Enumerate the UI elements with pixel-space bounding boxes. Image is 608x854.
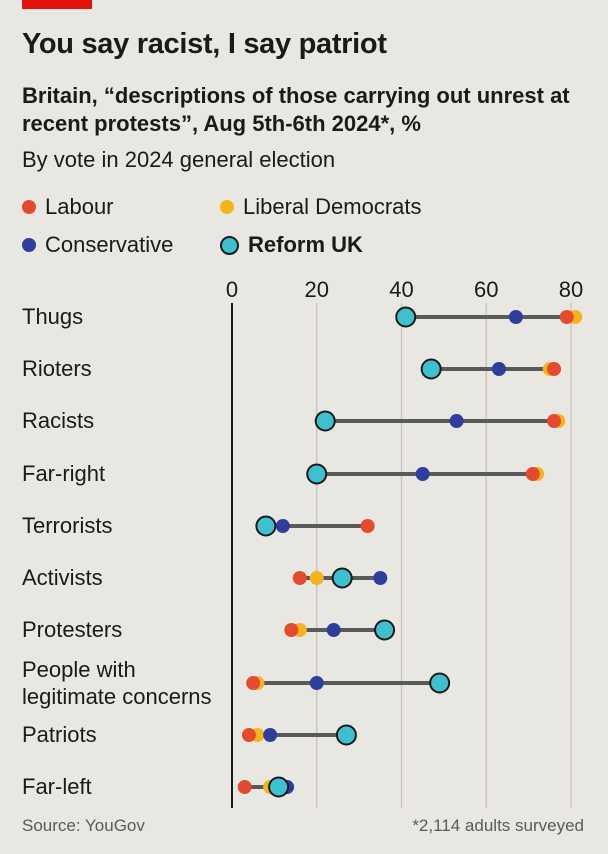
legend-item-labour: Labour (22, 193, 114, 221)
legend-item-reform: Reform UK (220, 231, 363, 259)
sample-note: *2,114 adults surveyed (412, 816, 584, 835)
category-label: People with (22, 656, 136, 682)
dot-reform (429, 672, 451, 694)
dot-labour (237, 780, 252, 794)
dot-labour (547, 414, 562, 428)
dot-labour (360, 519, 375, 533)
x-tick-label: 80 (558, 277, 584, 302)
dot-conservative (263, 728, 278, 742)
legend-swatch (22, 238, 36, 252)
x-tick-label: 60 (474, 277, 499, 302)
category-label: legitimate concerns (22, 683, 212, 709)
economist-red-tag (22, 0, 92, 9)
category-label: Patriots (22, 722, 97, 747)
legend-label: Reform UK (248, 232, 363, 257)
dot-reform (255, 515, 277, 537)
dot-conservative (373, 571, 388, 585)
source-note: Source: YouGov (22, 816, 145, 835)
legend-label: Labour (45, 194, 114, 219)
dot-labour (241, 728, 256, 742)
category-label: Rioters (22, 356, 92, 381)
dot-conservative (326, 623, 341, 637)
dot-labour (292, 571, 307, 585)
dot-reform (306, 463, 328, 485)
x-tick-label: 0 (225, 277, 239, 302)
dot-libdem (309, 571, 324, 585)
chart-title: You say racist, I say patriot (22, 28, 387, 60)
dot-reform (374, 619, 396, 641)
dot-conservative (415, 467, 430, 481)
category-label: Thugs (22, 304, 84, 329)
legend-swatch (22, 200, 36, 214)
legend-label: Conservative (45, 232, 174, 257)
category-label: Activists (22, 565, 103, 590)
dot-conservative (275, 519, 290, 533)
chart-subtitle-election: By vote in 2024 general election (22, 147, 336, 172)
legend-swatch (220, 235, 239, 255)
category-label: Terrorists (22, 513, 113, 538)
category-label: Far-right (22, 461, 106, 486)
dot-reform (314, 410, 336, 432)
dot-reform (335, 724, 357, 746)
legend-item-libdem: Liberal Democrats (220, 193, 422, 221)
dot-reform (331, 567, 353, 589)
dot-reform (420, 358, 442, 380)
chart-subtitle: Britain, “descriptions of those carrying… (22, 83, 570, 136)
legend-label: Liberal Democrats (243, 194, 422, 219)
category-label: Racists (22, 408, 95, 433)
category-label: Far-left (22, 774, 92, 799)
legend-swatch (220, 200, 234, 214)
dot-conservative (491, 362, 506, 376)
dot-labour (547, 362, 562, 376)
dot-reform (268, 776, 290, 798)
dot-conservative (508, 310, 523, 324)
dot-labour (284, 623, 299, 637)
dot-conservative (309, 676, 324, 690)
dot-labour (246, 676, 261, 690)
legend-item-conservative: Conservative (22, 231, 173, 259)
dot-labour (525, 467, 540, 481)
dot-conservative (449, 414, 464, 428)
dot-reform (395, 306, 417, 328)
category-label: Protesters (22, 617, 123, 642)
dot-labour (559, 310, 574, 324)
x-tick-label: 40 (389, 277, 414, 302)
x-tick-label: 20 (304, 277, 329, 302)
